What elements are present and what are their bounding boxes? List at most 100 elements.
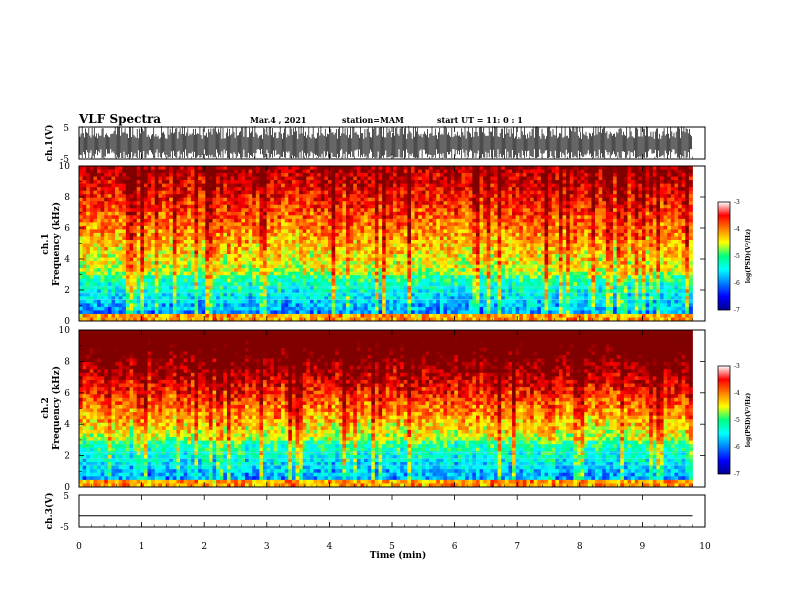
ch1-spectrogram-cell xyxy=(259,215,264,220)
ch1-spectrogram-cell xyxy=(385,215,390,220)
ch1-spectrogram-cell xyxy=(89,204,94,209)
ch1-spectrogram-cell xyxy=(414,180,419,185)
ch1-spectrogram-cell xyxy=(237,211,242,216)
ch1-spectrogram-cell xyxy=(284,183,289,188)
ch1-spectrogram-cell xyxy=(349,278,354,283)
ch1-spectrogram-cell xyxy=(288,306,293,311)
ch1-spectrogram-cell xyxy=(291,271,296,276)
ch1-spectrogram-cell xyxy=(432,169,437,174)
ch1-spectrogram-cell xyxy=(273,303,278,308)
ch1-spectrogram-cell xyxy=(342,247,347,251)
ch1-spectrogram-cell xyxy=(374,299,379,304)
ch1-spectrogram-cell xyxy=(205,236,210,241)
ch1-spectrogram-cell xyxy=(208,261,213,266)
ch1-spectrogram-cell xyxy=(255,169,260,174)
ch1-spectrogram-cell xyxy=(486,201,491,206)
ch1-spectrogram-cell xyxy=(392,173,397,177)
ch1-spectrogram-cell xyxy=(468,194,473,199)
ch1-spectrogram-cell xyxy=(89,268,94,273)
ch1-spectrogram-cell xyxy=(468,239,473,244)
ch1-spectrogram-cell xyxy=(468,292,473,297)
ch1-spectrogram-cell xyxy=(454,317,459,321)
ch1-spectrogram-cell xyxy=(154,306,159,311)
ch1-spectrogram-cell xyxy=(115,239,120,244)
ch1-spectrogram-cell xyxy=(389,190,394,195)
ch1-spectrogram-cell xyxy=(82,247,87,251)
ch1-spectrogram-cell xyxy=(414,187,419,192)
ch1-spectrogram-cell xyxy=(277,229,282,234)
ch1-spectrogram-cell xyxy=(187,278,192,283)
ch1-spectrogram-cell xyxy=(129,183,134,188)
ch1-spectrogram-cell xyxy=(320,257,325,262)
ch1-spectrogram-cell xyxy=(443,218,448,223)
ch1-spectrogram-cell xyxy=(450,218,455,223)
ch1-spectrogram-cell xyxy=(324,187,329,192)
ch1-spectrogram-cell xyxy=(190,211,195,216)
ch1-spectrogram-cell xyxy=(263,166,268,170)
ch1-spectrogram-cell xyxy=(335,166,340,170)
ch1-spectrogram-cell xyxy=(396,247,401,251)
ch1-spectrogram-cell xyxy=(378,239,383,244)
ch1-spectrogram-cell xyxy=(252,190,257,195)
ch1-spectrogram-cell xyxy=(447,183,452,188)
ch1-spectrogram-cell xyxy=(208,173,213,177)
ch1-spectrogram-cell xyxy=(374,173,379,177)
ch1-spectrogram-cell xyxy=(255,176,260,181)
ch1-spectrogram-cell xyxy=(335,180,340,185)
ch1-spectrogram-cell xyxy=(461,180,466,185)
ch1-spectrogram-cell xyxy=(309,264,314,269)
ch1-spectrogram-cell xyxy=(349,218,354,223)
ch1-spectrogram-cell xyxy=(129,211,134,216)
ch1-spectrogram-cell xyxy=(483,176,488,181)
ch1-spectrogram-cell xyxy=(317,208,322,213)
ch1-spectrogram-cell xyxy=(349,285,354,290)
ch1-spectrogram-cell xyxy=(248,204,253,209)
ch1-spectrogram-cell xyxy=(309,282,314,287)
ch1-spectrogram-cell xyxy=(349,194,354,199)
ch1-spectrogram-cell xyxy=(165,264,170,269)
ch1-spectrogram-cell xyxy=(180,289,185,294)
ch1-spectrogram-cell xyxy=(342,317,347,321)
ch1-spectrogram-cell xyxy=(259,239,264,244)
ch1-spectrogram-cell xyxy=(162,176,167,181)
ch1-spectrogram-cell xyxy=(107,232,112,237)
ch1-spectrogram-cell xyxy=(414,183,419,188)
ch1-spectrogram-cell xyxy=(392,268,397,273)
ch1-spectrogram-cell xyxy=(472,215,477,220)
ch1-spectrogram-cell xyxy=(111,289,116,294)
ch1-spectrogram-cell xyxy=(454,208,459,213)
ch1-spectrogram-cell xyxy=(324,306,329,311)
ch1-spectrogram-cell xyxy=(382,243,387,248)
ch1-spectrogram-cell xyxy=(414,176,419,181)
ch1-spectrogram-cell xyxy=(454,285,459,290)
ch1-spectrogram-cell xyxy=(122,169,127,174)
ch1-spectrogram-cell xyxy=(407,194,412,199)
ch1-spectrogram-cell xyxy=(89,215,94,220)
ch1-spectrogram-cell xyxy=(180,282,185,287)
ch1-spectrogram-cell xyxy=(295,197,300,202)
ch1-spectrogram-cell xyxy=(125,292,130,297)
ch1-spectrogram-cell xyxy=(313,218,318,223)
ch1-spectrogram-cell xyxy=(201,275,206,280)
ch1-spectrogram-cell xyxy=(140,303,145,308)
ch1-spectrogram-cell xyxy=(140,208,145,213)
ch1-spectrogram-cell xyxy=(356,222,361,227)
ch1-spectrogram-cell xyxy=(328,250,333,255)
ch1-spectrogram-cell xyxy=(270,173,275,177)
ch1-spectrogram-cell xyxy=(407,166,412,170)
ch1-spectrogram-cell xyxy=(172,222,177,227)
ch1-spectrogram-cell xyxy=(313,299,318,304)
ch1-spectrogram-cell xyxy=(273,218,278,223)
ch1-spectrogram-cell xyxy=(302,313,307,318)
ch1-spectrogram-cell xyxy=(86,232,91,237)
ch1-spectrogram-cell xyxy=(331,222,336,227)
ch1-spectrogram-cell xyxy=(115,271,120,276)
ch1-spectrogram-cell xyxy=(374,239,379,244)
ch1-spectrogram-cell xyxy=(421,285,426,290)
ch1-spectrogram-cell xyxy=(248,268,253,273)
ch1-spectrogram-cell xyxy=(190,173,195,177)
ch1-spectrogram-cell xyxy=(234,254,239,258)
ch1-spectrogram-cell xyxy=(154,197,159,202)
ch1-spectrogram-cell xyxy=(447,278,452,283)
ch1-spectrogram-cell xyxy=(479,232,484,237)
